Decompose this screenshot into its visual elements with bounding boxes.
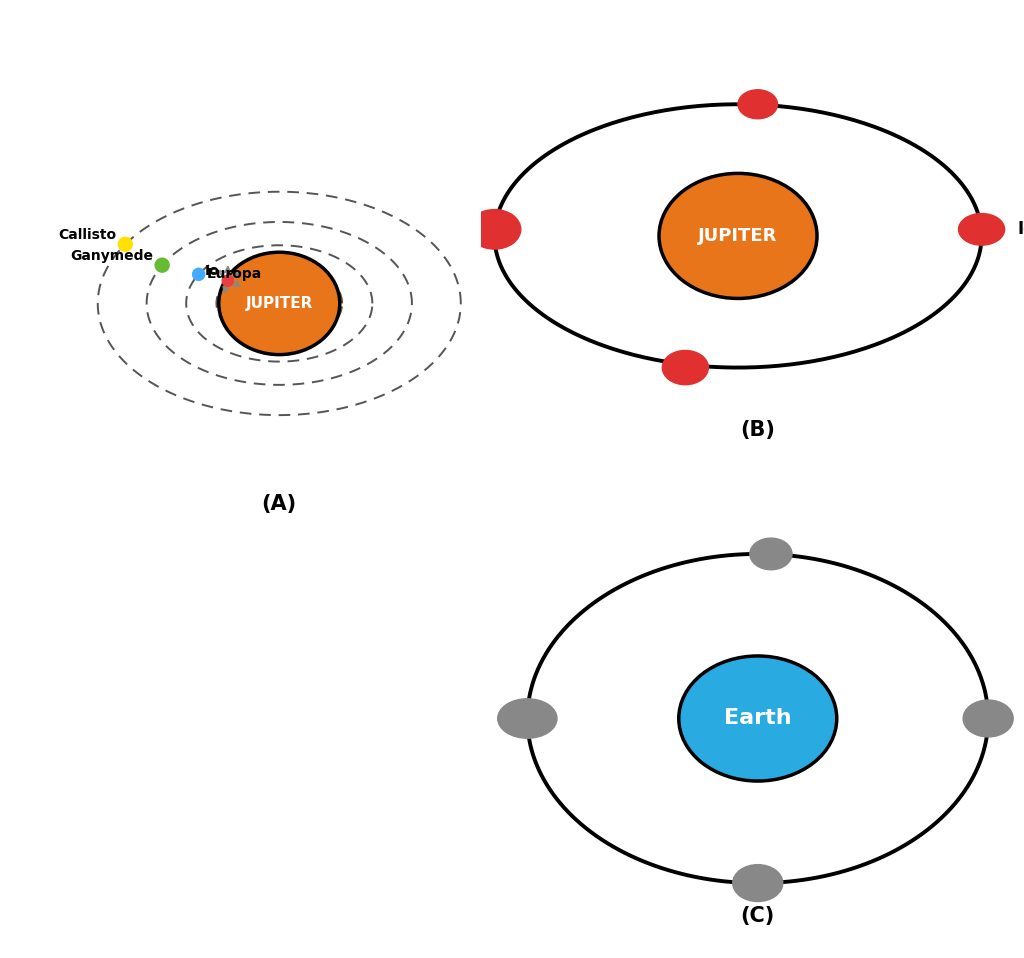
Ellipse shape [659,173,817,299]
Text: Io: Io [1018,220,1024,239]
Text: (A): (A) [262,493,297,513]
Text: Ganymede: Ganymede [70,249,153,262]
Circle shape [156,259,169,272]
Ellipse shape [498,698,557,739]
Ellipse shape [738,90,777,119]
Ellipse shape [663,351,709,385]
Circle shape [119,238,132,251]
Text: JUPITER: JUPITER [246,296,313,311]
Ellipse shape [733,865,782,901]
Circle shape [193,268,205,281]
Text: Callisto: Callisto [58,228,116,242]
Circle shape [222,275,233,286]
Ellipse shape [468,210,521,249]
Text: Europa: Europa [207,267,262,282]
Text: JUPITER: JUPITER [698,227,777,245]
Ellipse shape [750,538,792,570]
Text: (C): (C) [740,906,775,926]
Text: Earth: Earth [724,709,792,728]
Ellipse shape [964,700,1013,737]
Ellipse shape [958,214,1005,245]
Ellipse shape [219,252,340,354]
Text: (B): (B) [740,421,775,440]
Ellipse shape [679,656,837,781]
Text: Io: Io [205,264,219,279]
Text: Moon: Moon [1022,710,1024,727]
